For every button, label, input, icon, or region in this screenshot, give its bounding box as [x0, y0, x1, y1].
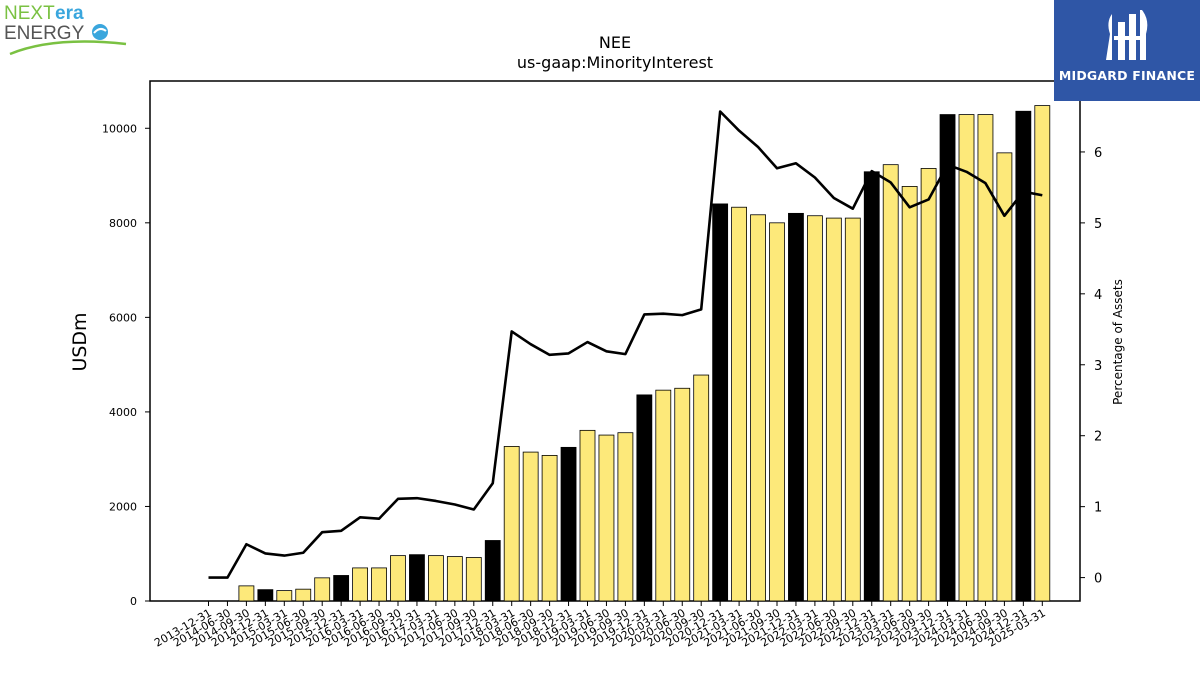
chart-title: NEE: [599, 33, 631, 52]
y2-tick-label: 0: [1094, 572, 1102, 587]
bar-2020-12-31: [712, 203, 729, 602]
bar-2016-03-31: [352, 567, 369, 602]
bar-2024-06-30: [977, 114, 994, 602]
midgard-finance-text: MIDGARD FINANCE: [1058, 68, 1196, 83]
y-tick-label: 6000: [109, 311, 137, 324]
percentage-line: [208, 110, 1043, 579]
y-axis-left: 0 2000 4000 6000 8000 10000: [102, 122, 150, 608]
chart-title-group: NEE us-gaap:MinorityInterest: [517, 33, 713, 72]
bar-2019-09-30: [617, 432, 634, 602]
y-tick-label: 4000: [109, 406, 137, 419]
bar-2018-09-30: [541, 454, 558, 602]
bar-2021-12-31: [788, 212, 804, 602]
bar-2016-12-31: [409, 554, 425, 602]
y-tick-label: 10000: [102, 122, 137, 135]
x-axis: 2013-12-312014-06-302014-09-302014-12-31…: [152, 601, 1048, 650]
bar-2019-06-30: [598, 434, 615, 602]
y2-axis-label: Percentage of Assets: [1111, 279, 1125, 405]
bar-2022-09-30: [844, 217, 861, 602]
bar-2016-09-30: [390, 555, 406, 602]
bar-2014-12-31: [257, 589, 274, 602]
bar-2021-09-30: [769, 222, 785, 602]
bar-2024-12-31: [1015, 110, 1032, 602]
bar-2017-03-31: [427, 555, 444, 602]
line-series: [208, 110, 1043, 579]
bar-2020-06-30: [674, 387, 691, 602]
bar-2015-12-31: [333, 575, 350, 602]
bar-2017-06-30: [446, 556, 463, 602]
bar-2024-03-31: [958, 114, 975, 602]
bar-2015-09-30: [314, 577, 331, 602]
y-tick-label: 2000: [109, 500, 137, 513]
midgard-finance-logo: MIDGARD FINANCE: [1054, 0, 1200, 101]
bar-2023-12-31: [939, 114, 956, 602]
bar-series: [238, 105, 1051, 602]
nextera-energy-logo: NEXT era ENERGY: [4, 2, 134, 62]
bar-2021-03-31: [731, 206, 747, 602]
y2-tick-label: 3: [1094, 359, 1102, 374]
y-axis-right: 0 1 2 3 4 5 6: [1080, 146, 1102, 587]
bar-2020-03-31: [655, 389, 672, 602]
logo-era-text: era: [55, 3, 84, 24]
bar-2018-03-31: [503, 446, 520, 602]
logo-energy-text: ENERGY: [4, 23, 85, 44]
bar-2023-09-30: [920, 168, 937, 602]
bar-2023-06-30: [901, 186, 918, 602]
bar-2017-09-30: [465, 557, 482, 602]
bar-2015-03-31: [276, 590, 293, 602]
y-axis-label: USDm: [69, 312, 91, 371]
bar-2023-03-31: [882, 164, 899, 602]
bar-2022-12-31: [863, 171, 880, 602]
bar-2018-12-31: [560, 446, 577, 602]
bar-2021-06-30: [750, 214, 766, 602]
bar-2025-03-31: [1034, 105, 1051, 602]
plot-area: [149, 80, 1081, 602]
logo-arc-icon: [9, 40, 127, 56]
bar-2019-12-31: [636, 394, 653, 602]
bar-2020-09-30: [693, 374, 710, 602]
bar-2022-06-30: [825, 217, 842, 602]
bar-2016-06-30: [371, 567, 387, 602]
y2-tick-label: 5: [1094, 217, 1102, 232]
y-tick-label: 0: [130, 595, 137, 608]
bar-2018-06-30: [522, 451, 539, 602]
bar-2022-03-31: [807, 215, 823, 602]
logo-swirl-icon: [92, 24, 108, 40]
bar-2015-06-30: [295, 588, 312, 602]
bar-2024-09-30: [996, 152, 1013, 602]
bar-2019-03-31: [579, 429, 596, 602]
y2-tick-label: 4: [1094, 288, 1102, 303]
y2-tick-label: 1: [1094, 501, 1102, 516]
chart-subtitle: us-gaap:MinorityInterest: [517, 53, 713, 72]
y-tick-label: 8000: [109, 217, 137, 230]
bar-2017-12-31: [484, 540, 501, 602]
midgard-emblem-icon: [1106, 10, 1148, 60]
logo-next-text: NEXT: [4, 3, 55, 24]
bar-2014-09-30: [238, 585, 255, 602]
y2-tick-label: 2: [1094, 430, 1102, 445]
y2-tick-label: 6: [1094, 146, 1102, 161]
